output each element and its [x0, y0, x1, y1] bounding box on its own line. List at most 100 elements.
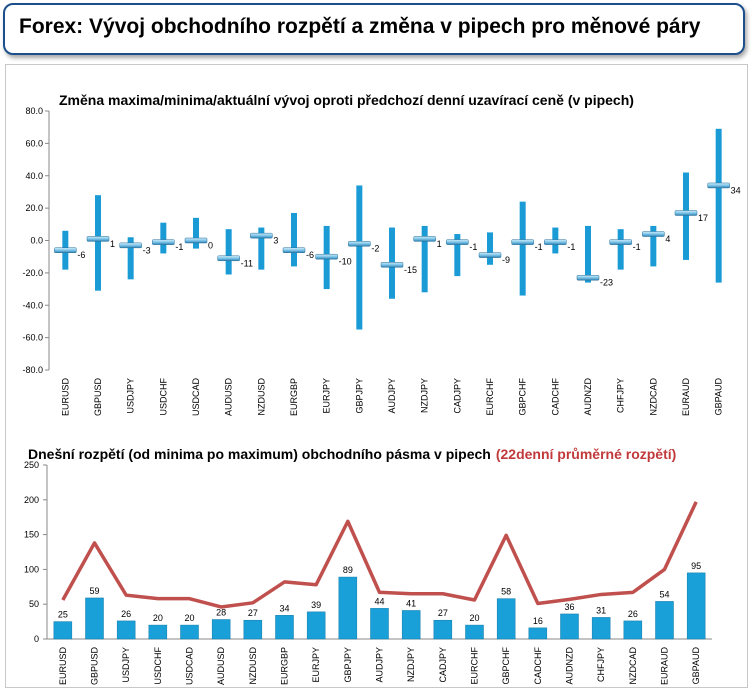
- bar-value-label: 54: [659, 589, 669, 599]
- range-bar: [421, 225, 428, 293]
- x-tick-label: CHFJPY: [616, 378, 626, 413]
- current-marker: [413, 236, 436, 242]
- y-tick-label: 100: [24, 564, 39, 574]
- bar-value-label: 89: [343, 565, 353, 575]
- range-bar: [623, 620, 643, 640]
- current-label: -6: [77, 250, 85, 260]
- header-box: Forex: Vývoj obchodního rozpětí a změna …: [3, 3, 745, 55]
- bar-value-label: 26: [121, 609, 131, 619]
- x-tick-label: USDCAD: [191, 378, 201, 417]
- bar-value-label: 34: [279, 603, 289, 613]
- range-bar: [655, 601, 674, 640]
- bar-value-label: 31: [596, 605, 606, 615]
- current-marker: [707, 182, 730, 189]
- current-label: -1: [535, 242, 543, 252]
- x-tick-label: EURCHF: [485, 377, 495, 415]
- range-chart-title: Dnešní rozpětí (od minima po maximum) ob…: [28, 446, 676, 462]
- x-tick-label: NZDJPY: [420, 378, 430, 413]
- bar-value-label: 26: [628, 609, 638, 619]
- range-bar: [686, 572, 706, 640]
- range-bar: [85, 597, 104, 640]
- x-tick-label: GBPAUD: [691, 647, 701, 685]
- range-bar: [487, 232, 493, 265]
- x-tick-label: USDCHF: [153, 646, 163, 684]
- x-tick-label: EURAUD: [660, 647, 670, 686]
- bar-value-label: 36: [564, 602, 574, 612]
- range-bar: [356, 185, 363, 330]
- current-label: -11: [241, 258, 253, 268]
- current-marker: [250, 232, 273, 239]
- range-bar: [560, 613, 579, 640]
- bar-value-label: 41: [406, 598, 416, 608]
- current-marker: [348, 240, 371, 247]
- range-bar: [617, 229, 624, 270]
- range-bar: [496, 598, 516, 640]
- x-tick-label: GBPJPY: [343, 647, 353, 683]
- range-bar: [127, 237, 134, 280]
- x-tick-label: EURCHF: [470, 646, 480, 684]
- y-tick-label: 250: [24, 460, 39, 470]
- current-label: 4: [665, 234, 670, 244]
- y-tick-label: 50: [29, 599, 39, 609]
- range-bar: [211, 619, 231, 640]
- range-bar: [650, 225, 657, 267]
- range-bar: [715, 128, 722, 283]
- current-label: -2: [371, 244, 379, 254]
- x-tick-label: USDJPY: [121, 647, 131, 683]
- current-label: 17: [698, 213, 708, 223]
- current-marker: [478, 252, 502, 258]
- range-bar: [243, 619, 263, 640]
- current-marker: [576, 274, 600, 281]
- x-tick-label: EURUSD: [60, 378, 70, 417]
- x-tick-label: EURJPY: [322, 378, 332, 414]
- x-tick-label: AUDJPY: [387, 378, 397, 414]
- current-label: -9: [502, 255, 510, 265]
- bar-value-label: 16: [533, 616, 543, 626]
- bar-value-label: 44: [374, 596, 384, 606]
- range-bar: [258, 227, 265, 270]
- current-label: 1: [437, 239, 442, 249]
- current-label: -3: [143, 245, 151, 255]
- bar-value-label: 58: [501, 587, 511, 597]
- x-tick-label: CADJPY: [452, 378, 462, 414]
- range-bar: [275, 615, 294, 640]
- y-tick-label: 0.0: [30, 236, 43, 246]
- range-bar: [53, 621, 73, 640]
- x-tick-label: GBPCHF: [518, 378, 528, 416]
- current-label: -1: [175, 242, 183, 252]
- bar-value-label: 25: [58, 610, 68, 620]
- current-marker: [674, 210, 698, 216]
- current-marker: [544, 239, 567, 245]
- x-tick-label: NZDJPY: [406, 647, 416, 682]
- x-tick-label: GBPAUD: [714, 378, 724, 416]
- current-marker: [54, 247, 77, 253]
- range-bar: [95, 195, 101, 291]
- current-label: -6: [306, 250, 314, 260]
- current-label: -15: [404, 265, 417, 275]
- bar-value-label: 28: [216, 608, 226, 618]
- x-tick-label: CADJPY: [438, 647, 448, 683]
- bar-value-label: 39: [311, 600, 321, 610]
- x-tick-label: USDCAD: [185, 647, 195, 686]
- current-marker: [380, 262, 404, 268]
- current-marker: [184, 237, 208, 244]
- x-tick-label: USDCHF: [158, 377, 168, 415]
- change-chart-title: Změna maxima/minima/aktuální vývoj oprot…: [59, 92, 634, 108]
- range-bar: [528, 627, 548, 640]
- bar-value-label: 59: [89, 586, 99, 596]
- y-tick-label: 60.0: [25, 138, 43, 148]
- current-marker: [642, 231, 665, 237]
- x-tick-label: AUDNZD: [583, 378, 593, 416]
- y-tick-label: 20.0: [25, 203, 43, 213]
- current-label: -23: [600, 278, 613, 288]
- range-bar: [338, 576, 358, 640]
- range-chart-title-suffix: (22denní průměrné rozpětí): [496, 446, 676, 462]
- range-bar: [433, 619, 453, 640]
- y-tick-label: -40.0: [22, 300, 43, 310]
- x-tick-label: AUDJPY: [375, 647, 385, 683]
- x-tick-label: CHFJPY: [596, 647, 606, 682]
- x-tick-label: NZDCAD: [628, 647, 638, 685]
- y-tick-label: 0: [34, 634, 39, 644]
- current-label: 3: [273, 236, 278, 246]
- x-tick-label: EURGBP: [289, 378, 299, 416]
